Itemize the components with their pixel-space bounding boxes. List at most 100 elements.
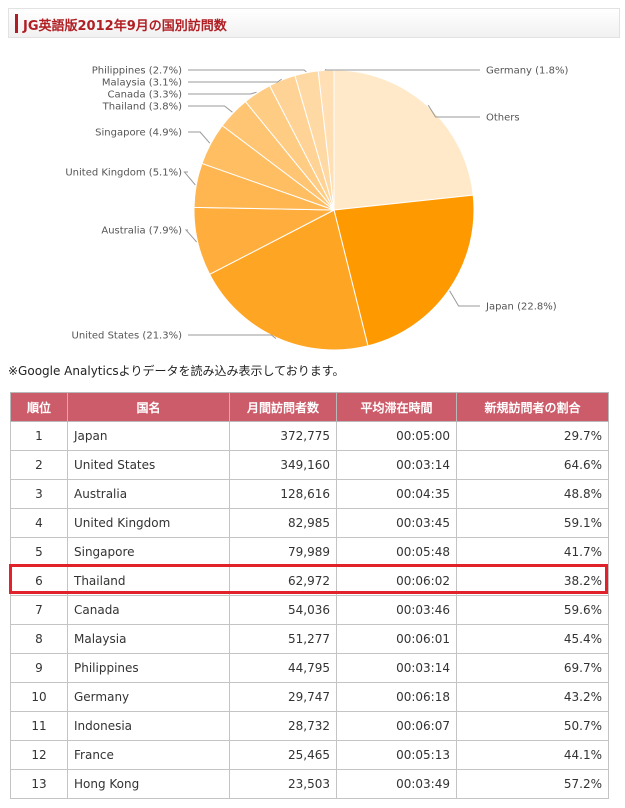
cell-rank: 4 <box>10 508 68 538</box>
cell-rank: 10 <box>10 682 68 712</box>
pie-leader-line <box>184 229 198 243</box>
pie-chart: Japan (22.8%) United States (21.3%) Austra… <box>65 66 568 351</box>
cell-new-visitor-ratio: 45.4% <box>456 624 609 654</box>
header-rank[interactable]: 順位 <box>10 392 68 422</box>
cell-monthly-visitors: 62,972 <box>229 566 337 596</box>
cell-rank: 12 <box>10 740 68 770</box>
cell-new-visitor-ratio: 50.7% <box>456 711 609 741</box>
cell-country: Thailand <box>67 566 230 596</box>
cell-country: Hong Kong <box>67 769 230 799</box>
cell-rank: 11 <box>10 711 68 741</box>
pie-label-philippines: Philippines (2.7%) <box>92 66 182 77</box>
cell-monthly-visitors: 44,795 <box>229 653 337 683</box>
header-avg-duration[interactable]: 平均滞在時間 <box>336 392 457 422</box>
cell-country: Philippines <box>67 653 230 683</box>
table-row: 2 United States 349,160 00:03:14 64.6% <box>10 450 609 480</box>
pie-label-united-states: United States (21.3%) <box>72 331 183 342</box>
cell-new-visitor-ratio: 69.7% <box>456 653 609 683</box>
table-row: 11 Indonesia 28,732 00:06:07 50.7% <box>10 711 609 741</box>
cell-rank: 8 <box>10 624 68 654</box>
cell-new-visitor-ratio: 29.7% <box>456 421 609 451</box>
cell-country: France <box>67 740 230 770</box>
table-header-row: 順位 国名 月間訪問者数 平均滞在時間 新規訪問者の割合 <box>10 392 609 422</box>
cell-country: Australia <box>67 479 230 509</box>
cell-monthly-visitors: 51,277 <box>229 624 337 654</box>
header-country[interactable]: 国名 <box>67 392 230 422</box>
cell-monthly-visitors: 28,732 <box>229 711 337 741</box>
pie-label-canada: Canada (3.3%) <box>108 90 183 101</box>
pie-slice-japan[interactable] <box>333 194 475 347</box>
table-row: 6 Thailand 62,972 00:06:02 38.2% <box>10 566 609 596</box>
cell-monthly-visitors: 23,503 <box>229 769 337 799</box>
pie-slice-others[interactable] <box>333 69 474 211</box>
cell-country: Japan <box>67 421 230 451</box>
pie-leader-line <box>427 104 480 118</box>
cell-monthly-visitors: 79,989 <box>229 537 337 567</box>
cell-monthly-visitors: 349,160 <box>229 450 337 480</box>
cell-rank: 7 <box>10 595 68 625</box>
table-row: 3 Australia 128,616 00:04:35 48.8% <box>10 479 609 509</box>
pie-leader-line <box>188 131 211 144</box>
pie-label-australia: Australia (7.9%) <box>101 226 182 237</box>
cell-country: Canada <box>67 595 230 625</box>
cell-new-visitor-ratio: 43.2% <box>456 682 609 712</box>
pie-label-singapore: Singapore (4.9%) <box>95 128 182 139</box>
header-monthly-visitors[interactable]: 月間訪問者数 <box>229 392 337 422</box>
pie-leader-line <box>324 68 480 71</box>
cell-new-visitor-ratio: 44.1% <box>456 740 609 770</box>
cell-avg-duration: 00:05:48 <box>336 537 457 567</box>
data-source-note: ※Google Analyticsよりデータを読み込み表示しております。 <box>8 364 345 378</box>
pie-leader-line <box>188 334 277 339</box>
cell-rank: 2 <box>10 450 68 480</box>
header-accent-bar <box>15 14 18 33</box>
pie-leader-line <box>188 105 233 113</box>
header-new-visitor-ratio[interactable]: 新規訪問者の割合 <box>456 392 609 422</box>
table-row: 8 Malaysia 51,277 00:06:01 45.4% <box>10 624 609 654</box>
pie-leader-line <box>188 91 257 95</box>
cell-monthly-visitors: 372,775 <box>229 421 337 451</box>
cell-avg-duration: 00:03:45 <box>336 508 457 538</box>
cell-avg-duration: 00:05:13 <box>336 740 457 770</box>
cell-rank: 9 <box>10 653 68 683</box>
table-row: 9 Philippines 44,795 00:03:14 69.7% <box>10 653 609 683</box>
cell-avg-duration: 00:03:49 <box>336 769 457 799</box>
cell-rank: 5 <box>10 537 68 567</box>
cell-country: Singapore <box>67 537 230 567</box>
cell-new-visitor-ratio: 38.2% <box>456 566 609 596</box>
cell-avg-duration: 00:05:00 <box>336 421 457 451</box>
cell-monthly-visitors: 54,036 <box>229 595 337 625</box>
table-row: 7 Canada 54,036 00:03:46 59.6% <box>10 595 609 625</box>
cell-new-visitor-ratio: 41.7% <box>456 537 609 567</box>
cell-country: United States <box>67 450 230 480</box>
cell-country: United Kingdom <box>67 508 230 538</box>
cell-rank: 13 <box>10 769 68 799</box>
pie-label-japan: Japan (22.8%) <box>485 302 557 313</box>
cell-avg-duration: 00:06:18 <box>336 682 457 712</box>
pie-leader-line <box>188 78 282 83</box>
cell-avg-duration: 00:03:14 <box>336 450 457 480</box>
scrollbar[interactable] <box>612 390 625 808</box>
pie-slice-united-states[interactable] <box>208 209 369 351</box>
section-header: JG英語版2012年9月の国別訪問数 <box>8 8 620 38</box>
cell-monthly-visitors: 25,465 <box>229 740 337 770</box>
cell-avg-duration: 00:03:14 <box>336 653 457 683</box>
pie-label-others: Others <box>486 113 520 124</box>
pie-label-germany: Germany (1.8%) <box>486 66 568 77</box>
pie-leader-line <box>188 69 307 73</box>
cell-avg-duration: 00:04:35 <box>336 479 457 509</box>
cell-monthly-visitors: 82,985 <box>229 508 337 538</box>
pie-label-thailand: Thailand (3.8%) <box>102 102 182 113</box>
table-row: 12 France 25,465 00:05:13 44.1% <box>10 740 609 770</box>
pie-label-malaysia: Malaysia (3.1%) <box>102 78 182 89</box>
table-row: 4 United Kingdom 82,985 00:03:45 59.1% <box>10 508 609 538</box>
cell-avg-duration: 00:06:01 <box>336 624 457 654</box>
pie-leader-line <box>449 290 480 307</box>
cell-rank: 3 <box>10 479 68 509</box>
table-row: 13 Hong Kong 23,503 00:03:49 57.2% <box>10 769 609 799</box>
page-title: JG英語版2012年9月の国別訪問数 <box>23 19 227 34</box>
cell-new-visitor-ratio: 48.8% <box>456 479 609 509</box>
cell-avg-duration: 00:06:02 <box>336 566 457 596</box>
cell-monthly-visitors: 128,616 <box>229 479 337 509</box>
pie-label-united-kingdom: United Kingdom (5.1%) <box>65 168 182 179</box>
cell-new-visitor-ratio: 59.6% <box>456 595 609 625</box>
